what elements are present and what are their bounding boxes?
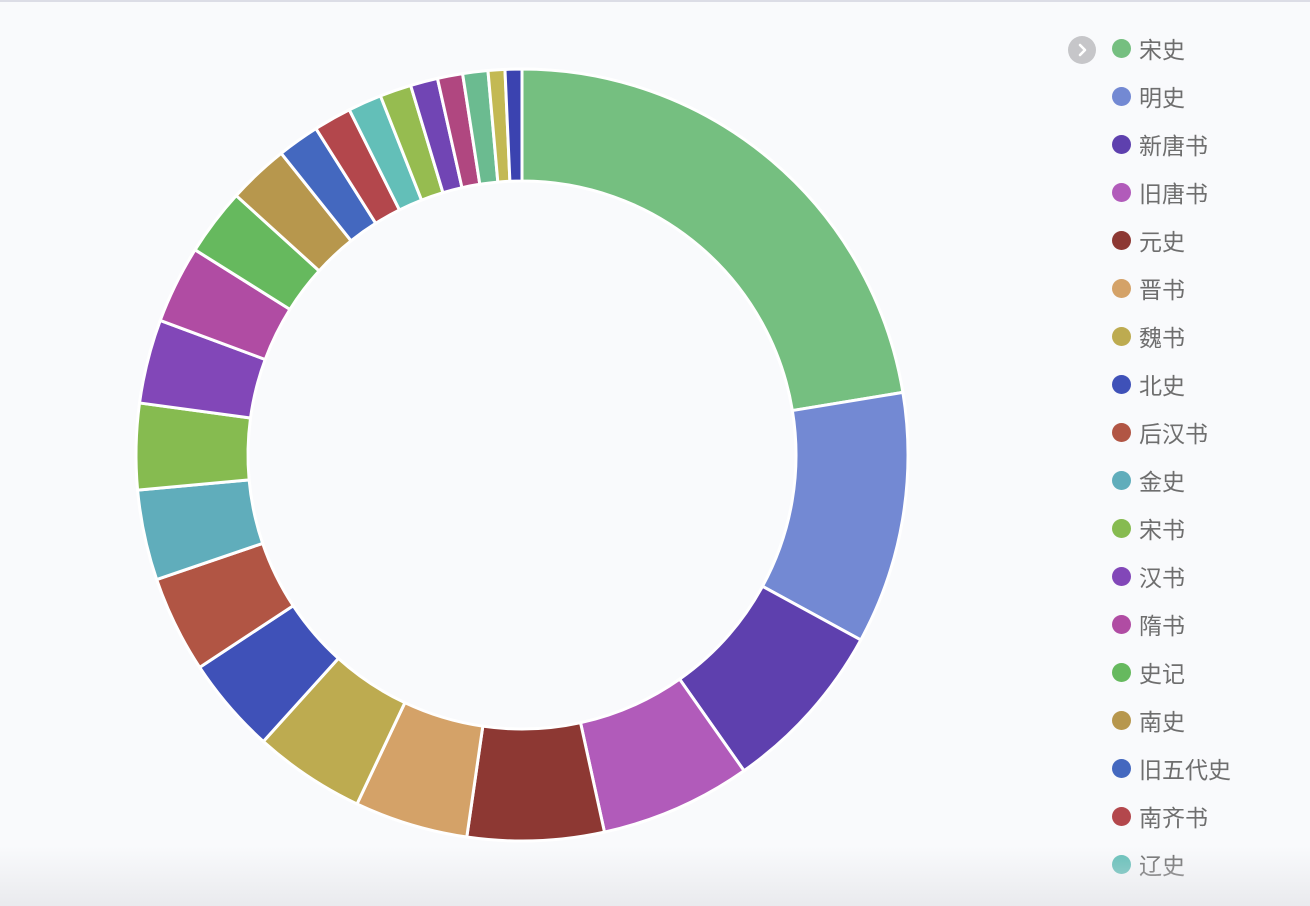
legend-item[interactable]: 史记 bbox=[1112, 648, 1302, 696]
legend-swatch bbox=[1112, 182, 1131, 202]
legend-label: 旧唐书 bbox=[1139, 182, 1208, 208]
legend-item[interactable]: 宋书 bbox=[1112, 504, 1302, 552]
legend-label: 后汉书 bbox=[1139, 422, 1208, 448]
legend-label: 旧五代史 bbox=[1139, 758, 1231, 784]
legend-label: 汉书 bbox=[1139, 566, 1185, 592]
legend-item[interactable]: 晋书 bbox=[1112, 264, 1302, 312]
legend-swatch bbox=[1112, 86, 1131, 106]
legend-label: 南齐书 bbox=[1139, 806, 1208, 832]
legend-item[interactable]: 汉书 bbox=[1112, 552, 1302, 600]
legend-item[interactable]: 明史 bbox=[1112, 72, 1302, 120]
legend-label: 元史 bbox=[1139, 230, 1185, 256]
legend-item[interactable]: 隋书 bbox=[1112, 600, 1302, 648]
legend-item[interactable]: 南史 bbox=[1112, 696, 1302, 744]
legend-swatch bbox=[1112, 518, 1131, 538]
legend-item[interactable]: 辽史 bbox=[1112, 840, 1302, 888]
legend-swatch bbox=[1112, 614, 1131, 634]
top-border bbox=[0, 0, 1310, 2]
legend-item[interactable]: 后汉书 bbox=[1112, 408, 1302, 456]
legend-label: 金史 bbox=[1139, 470, 1185, 496]
legend-item[interactable]: 魏书 bbox=[1112, 312, 1302, 360]
legend-item[interactable]: 宋史 bbox=[1112, 24, 1302, 72]
legend-label: 宋书 bbox=[1139, 518, 1185, 544]
chart-legend: 宋史明史新唐书旧唐书元史晋书魏书北史后汉书金史宋书汉书隋书史记南史旧五代史南齐书… bbox=[1112, 24, 1302, 888]
legend-swatch bbox=[1112, 134, 1131, 154]
legend-label: 南史 bbox=[1139, 710, 1185, 736]
legend-swatch bbox=[1112, 566, 1131, 586]
legend-item[interactable]: 南齐书 bbox=[1112, 792, 1302, 840]
legend-label: 北史 bbox=[1139, 374, 1185, 400]
legend-label: 晋书 bbox=[1139, 278, 1185, 304]
legend-label: 宋史 bbox=[1139, 38, 1185, 64]
legend-swatch bbox=[1112, 758, 1131, 778]
legend-label: 明史 bbox=[1139, 86, 1185, 112]
legend-item[interactable]: 北史 bbox=[1112, 360, 1302, 408]
legend-swatch bbox=[1112, 374, 1131, 394]
legend-label: 辽史 bbox=[1139, 854, 1185, 880]
legend-scroll-button[interactable] bbox=[1068, 36, 1096, 64]
legend-swatch bbox=[1112, 710, 1131, 730]
legend-swatch bbox=[1112, 662, 1131, 682]
chevron-right-icon bbox=[1078, 43, 1087, 57]
legend-swatch bbox=[1112, 470, 1131, 490]
slice-元史[interactable] bbox=[465, 721, 606, 843]
legend-label: 史记 bbox=[1139, 662, 1185, 688]
legend-label: 隋书 bbox=[1139, 614, 1185, 640]
legend-item[interactable]: 旧五代史 bbox=[1112, 744, 1302, 792]
legend-swatch bbox=[1112, 38, 1131, 58]
legend-item[interactable]: 金史 bbox=[1112, 456, 1302, 504]
legend-swatch bbox=[1112, 230, 1131, 250]
legend-swatch bbox=[1112, 854, 1131, 874]
legend-item[interactable]: 新唐书 bbox=[1112, 120, 1302, 168]
legend-item[interactable]: 元史 bbox=[1112, 216, 1302, 264]
donut-slices bbox=[134, 67, 910, 843]
legend-label: 新唐书 bbox=[1139, 134, 1208, 160]
legend-item[interactable]: 旧唐书 bbox=[1112, 168, 1302, 216]
legend-swatch bbox=[1112, 422, 1131, 442]
legend-swatch bbox=[1112, 806, 1131, 826]
legend-swatch bbox=[1112, 278, 1131, 298]
legend-label: 魏书 bbox=[1139, 326, 1185, 352]
slice-宋史[interactable] bbox=[520, 67, 905, 413]
legend-swatch bbox=[1112, 326, 1131, 346]
slice-新五代史[interactable] bbox=[503, 67, 524, 183]
